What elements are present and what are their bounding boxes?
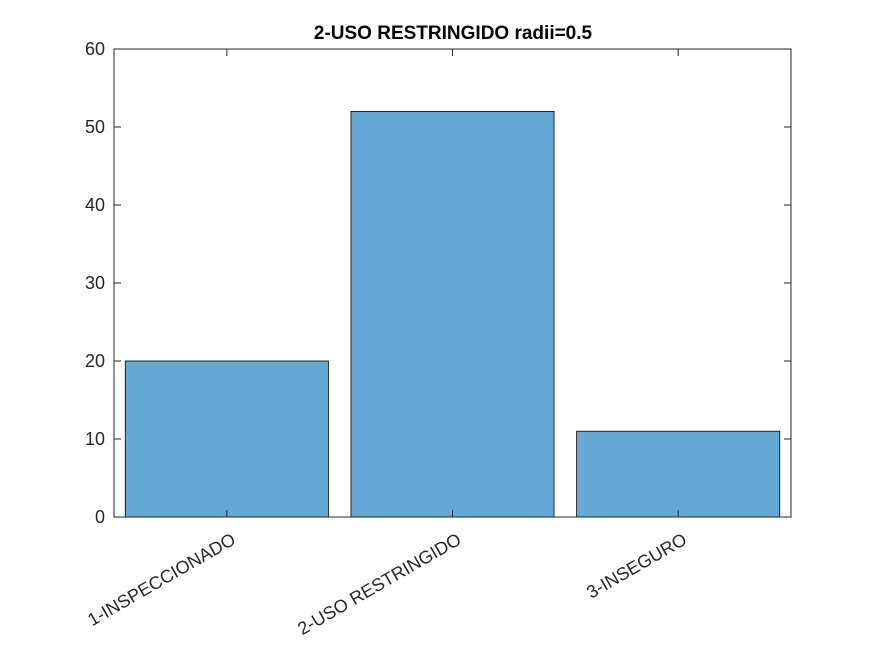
bar-1 [124,360,329,518]
y-tick-label-0: 0 [95,507,105,527]
chart-title: 2-USO RESTRINGIDO radii=0.5 [314,23,593,44]
bars [124,111,781,518]
y-tick-label-10: 10 [85,429,105,449]
y-tick-label-50: 50 [85,117,105,137]
category-labels: 1-INSPECCIONADO 2-USO RESTRINGIDO 3-INSEGU… [84,529,690,639]
y-tick-label-30: 30 [85,273,105,293]
bar-2 [350,111,555,518]
y-tick-label-20: 20 [85,351,105,371]
y-ticks: 0 10 20 30 40 50 60 [85,39,791,527]
y-tick-label-40: 40 [85,195,105,215]
category-label-3: 3-INSEGURO [583,529,690,602]
bar-3 [576,430,781,518]
y-tick-label-60: 60 [85,39,105,59]
category-label-1: 1-INSPECCIONADO [84,529,239,630]
category-label-2: 2-USO RESTRINGIDO [294,529,464,639]
